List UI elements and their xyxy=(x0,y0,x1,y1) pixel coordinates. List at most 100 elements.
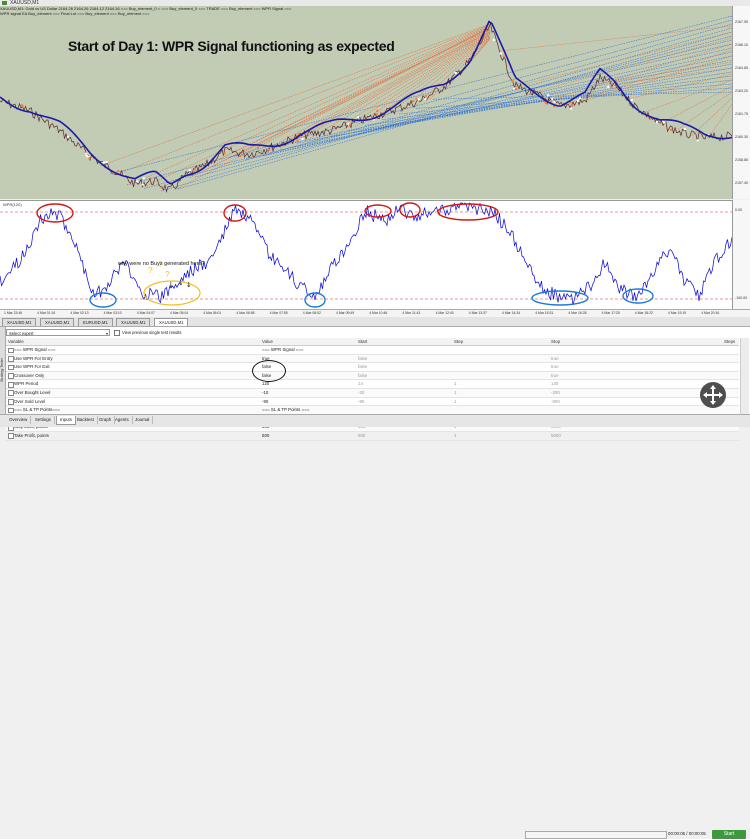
cell-start[interactable]: 14 xyxy=(358,381,363,387)
row-checkbox[interactable] xyxy=(8,364,14,371)
input-row[interactable]: Use WPR For Exit false false true xyxy=(6,363,739,372)
tab-agents[interactable]: Agents xyxy=(112,416,133,424)
column-header-start[interactable]: Start xyxy=(358,339,368,344)
trade-marker xyxy=(356,116,360,119)
row-checkbox[interactable] xyxy=(8,356,14,362)
wpr-indicator-canvas[interactable]: ???↓ ↓ ↓ xyxy=(0,201,732,310)
trade-marker xyxy=(610,86,613,89)
tester-toolbar: Select expert ▾ View previous single tes… xyxy=(6,329,750,337)
cell-stop[interactable]: -800 xyxy=(551,398,560,404)
wpr-indicator-window[interactable]: ??? ↓ ↓ ↓ WPR(120) why were no Buys generat… xyxy=(0,200,732,310)
sell-trade-line xyxy=(627,73,732,100)
cell-value[interactable]: 500 xyxy=(262,432,270,438)
trade-marker xyxy=(669,128,673,132)
start-button[interactable]: Start xyxy=(712,830,746,839)
trade-marker xyxy=(630,98,633,102)
cell-value[interactable]: === WPR Signal === xyxy=(262,347,304,352)
row-checkbox[interactable] xyxy=(8,407,14,414)
sell-trade-line xyxy=(99,23,491,167)
cell-start[interactable]: false xyxy=(358,364,368,370)
row-checkbox[interactable] xyxy=(8,347,14,354)
sell-trade-line xyxy=(515,31,732,87)
column-header-variable[interactable]: Variable xyxy=(8,339,24,344)
trade-marker xyxy=(105,160,108,164)
row-checkbox[interactable] xyxy=(8,373,14,380)
symbol-tab[interactable]: XAUUSD,M1 xyxy=(2,318,37,326)
previous-results-checkbox[interactable]: View previous single test results xyxy=(114,329,234,336)
row-checkbox[interactable] xyxy=(8,390,14,397)
cell-stop[interactable]: 5000 xyxy=(551,432,561,438)
row-checkbox[interactable] xyxy=(8,381,14,388)
cell-stop[interactable]: 140 xyxy=(551,381,559,387)
cell-value[interactable]: -10 xyxy=(262,389,269,395)
column-header-step[interactable]: Step xyxy=(454,339,464,344)
buy-trade-line xyxy=(262,51,732,157)
no-buy-markup-circle xyxy=(143,280,201,306)
cell-value[interactable]: === SL & TP Points === xyxy=(262,407,310,413)
input-row[interactable]: WPR Period 120 14 1 140 xyxy=(6,380,739,389)
input-row[interactable]: Over Sold Level -90 -80 1 -800 xyxy=(6,398,739,407)
trade-marker xyxy=(553,100,556,103)
cell-stop[interactable]: true xyxy=(551,355,559,361)
input-row[interactable]: Over Bought Level -10 -20 1 -200 xyxy=(6,388,739,398)
checkbox-icon[interactable] xyxy=(114,329,120,336)
input-row[interactable]: Crossover Only false false true xyxy=(6,371,739,381)
time-tick: 4 Mar 17:25 xyxy=(601,311,620,315)
cell-start[interactable]: -80 xyxy=(358,398,365,404)
cell-step[interactable]: 1 xyxy=(454,432,457,438)
cell-stop[interactable]: true xyxy=(551,364,559,370)
column-header-steps[interactable]: Steps xyxy=(724,339,736,344)
sell-trade-line xyxy=(643,79,732,113)
tab-overview[interactable]: Overview xyxy=(6,416,32,424)
trade-marker xyxy=(546,94,550,97)
symbol-tab-active[interactable]: XAUUSD,M1 xyxy=(154,318,189,326)
moving-average-line xyxy=(0,20,732,185)
tab-inputs[interactable]: Inputs xyxy=(56,416,76,425)
row-checkbox[interactable] xyxy=(8,399,14,405)
trade-marker xyxy=(511,79,514,83)
input-row[interactable]: Take Profit, points 500 500 1 5000 xyxy=(6,432,739,441)
cell-value[interactable]: true xyxy=(262,355,270,361)
tab-graph[interactable]: Graph xyxy=(96,416,116,424)
trade-marker xyxy=(135,180,139,183)
cell-value[interactable]: -90 xyxy=(262,398,269,404)
symbol-tab[interactable]: XAUUSD,M1 xyxy=(116,318,151,326)
sell-trade-line xyxy=(611,67,732,85)
trade-marker xyxy=(502,55,506,58)
strategy-tester-side-strip[interactable]: Strategy Tester xyxy=(0,327,6,414)
row-checkbox[interactable] xyxy=(8,433,14,440)
column-header-stop[interactable]: Stop xyxy=(551,339,561,344)
price-chart[interactable]: XAUUSD,M1: Gold vs US Dollar 2164.26 216… xyxy=(0,6,732,199)
tab-backtest[interactable]: Backtest xyxy=(74,416,98,424)
tab-journal[interactable]: Journal xyxy=(132,416,154,424)
cell-start[interactable]: false xyxy=(358,372,368,378)
cell-stop[interactable]: true xyxy=(551,372,559,378)
cell-stop[interactable]: -200 xyxy=(551,389,560,395)
cell-start[interactable]: false xyxy=(358,355,368,361)
cell-start[interactable]: 500 xyxy=(358,432,366,438)
cell-step[interactable]: 1 xyxy=(454,381,457,387)
price-axis[interactable]: 2167.55 2166.10 2164.65 2163.20 2161.75 2160.… xyxy=(732,6,750,199)
buy-trade-line xyxy=(177,31,732,190)
cell-step[interactable]: 1 xyxy=(454,398,457,404)
price-chart-canvas[interactable] xyxy=(0,6,732,199)
cell-value[interactable]: 120 xyxy=(262,381,270,387)
symbol-tab[interactable]: EURUSD,M1 xyxy=(78,318,113,326)
sell-trade-line xyxy=(144,25,491,187)
cell-start[interactable]: -20 xyxy=(358,389,365,395)
trade-marker xyxy=(267,148,270,151)
tab-settings[interactable]: Settings xyxy=(32,416,55,424)
column-header-value[interactable]: Value xyxy=(262,339,273,344)
input-row[interactable]: Use WPR For Entry true false true xyxy=(6,354,739,364)
wpr-axis[interactable]: 0.00 -100.00 xyxy=(732,200,750,309)
overbought-markup-circle xyxy=(364,204,392,218)
time-tick: 1 Mar 23:46 xyxy=(4,311,23,315)
select-expert-dropdown[interactable]: Select expert ▾ xyxy=(6,329,110,336)
overbought-markup-circle xyxy=(399,202,421,218)
wpr-line xyxy=(0,202,732,305)
overbought-markup-circle xyxy=(36,203,74,223)
cell-step[interactable]: 1 xyxy=(454,389,457,395)
inputs-grid-scrollbar[interactable] xyxy=(740,338,749,414)
input-row[interactable]: === WPR Signal === === WPR Signal === xyxy=(6,346,739,355)
symbol-tab[interactable]: XAUUSD,M1 xyxy=(40,318,75,326)
